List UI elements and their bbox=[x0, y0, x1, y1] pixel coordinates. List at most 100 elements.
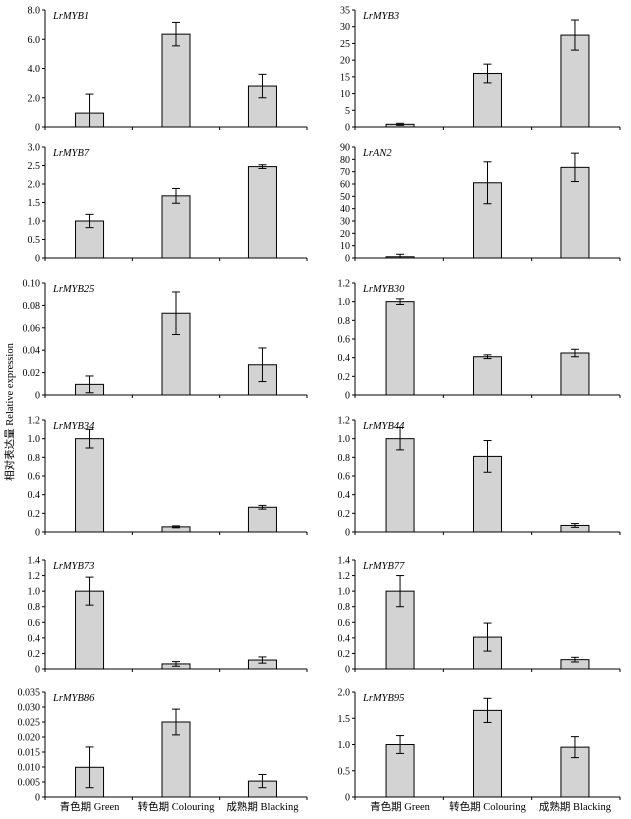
y-tick-label: 10 bbox=[340, 241, 350, 252]
error-bar bbox=[172, 525, 180, 529]
y-tick-label: 2.0 bbox=[28, 93, 41, 104]
y-tick-label: 0.5 bbox=[338, 766, 351, 777]
y-tick-label: 0 bbox=[35, 391, 40, 402]
bar-LrMYB30-1 bbox=[473, 356, 502, 396]
category-labels: 青色期 Green 转色期 Colouring 成熟期 Blacking 青色期 Gr… bbox=[60, 800, 612, 813]
y-tick-label: 30 bbox=[340, 217, 350, 228]
bar-LrMYB30-0 bbox=[385, 301, 415, 396]
y-tick-label: 1.5 bbox=[28, 198, 41, 209]
y-tick-label: 0 bbox=[35, 123, 40, 134]
panel-title: LrMYB77 bbox=[362, 561, 405, 572]
y-tick-label: 0.8 bbox=[338, 316, 351, 327]
error-bar bbox=[396, 253, 405, 259]
error-bar bbox=[483, 161, 492, 205]
panel-LrMYB95: 0 0.5 1.0 1.5 2.0 LrMYB95 bbox=[338, 688, 621, 804]
panel-LrMYB3: 0 5 10 15 20 25 30 35 LrMYB3 bbox=[340, 6, 621, 134]
y-tick-label: 0.6 bbox=[28, 472, 41, 483]
y-tick-label: 1.4 bbox=[28, 556, 41, 567]
y-tick-label: 0.6 bbox=[28, 618, 41, 629]
y-tick-label: 1.0 bbox=[338, 434, 351, 445]
y-tick-label: 0 bbox=[345, 665, 350, 676]
y-tick-label: 1.0 bbox=[338, 297, 351, 308]
panel-LrMYB44: 0 0.2 0.4 0.6 0.8 1.0 1.2 LrMYB44 bbox=[338, 416, 621, 539]
panel-title: LrMYB86 bbox=[52, 693, 95, 704]
panel-title: LrMYB30 bbox=[362, 284, 405, 295]
y-tick-label: 40 bbox=[340, 204, 350, 215]
error-bar bbox=[85, 576, 94, 606]
y-tick-label: 35 bbox=[340, 6, 350, 17]
y-tick-label: 0.2 bbox=[28, 509, 41, 520]
y-tick-label: 0.2 bbox=[338, 372, 351, 383]
category-label: 青色期 Green bbox=[60, 800, 121, 813]
y-tick-label: 0.4 bbox=[338, 490, 351, 501]
y-tick-label: 0.6 bbox=[338, 472, 351, 483]
y-tick-label: 1.5 bbox=[338, 714, 351, 725]
bar-LrMYB44-0 bbox=[385, 438, 415, 533]
y-tick-label: 70 bbox=[340, 167, 350, 178]
y-tick-label: 0.08 bbox=[23, 301, 41, 312]
y-tick-label: 0 bbox=[35, 254, 40, 265]
y-tick-label: 0.8 bbox=[28, 453, 41, 464]
y-tick-label: 0.8 bbox=[338, 602, 351, 613]
y-tick-label: 0 bbox=[345, 391, 350, 402]
bar-LrMYB34-0 bbox=[75, 438, 105, 533]
error-bar bbox=[85, 213, 94, 229]
y-tick-label: 8.0 bbox=[28, 6, 41, 17]
y-tick-label: 1.0 bbox=[28, 217, 41, 228]
panel-LrMYB86: 0 0.005 0.010 0.015 0.020 0.025 0.030 0.035 LrMY… bbox=[18, 688, 308, 804]
y-axis-label: 相对表达量 Relative expression bbox=[3, 342, 16, 480]
category-label: 转色期 Colouring bbox=[449, 800, 526, 813]
panel-title: LrMYB44 bbox=[362, 421, 405, 432]
y-tick-label: 0 bbox=[345, 793, 350, 804]
y-tick-label: 0.04 bbox=[23, 346, 41, 357]
y-tick-label: 0.4 bbox=[338, 353, 351, 364]
y-tick-label: 20 bbox=[340, 56, 350, 67]
error-bar bbox=[258, 347, 267, 383]
y-tick-label: 1.0 bbox=[338, 587, 351, 598]
error-bar bbox=[85, 375, 94, 394]
y-tick-label: 2.0 bbox=[28, 180, 41, 191]
y-tick-label: 0.2 bbox=[28, 649, 41, 660]
error-bar bbox=[258, 73, 267, 99]
y-tick-label: 0.015 bbox=[18, 748, 41, 759]
error-bar bbox=[570, 656, 579, 663]
error-bar bbox=[570, 736, 579, 759]
error-bar bbox=[396, 122, 405, 126]
y-tick-label: 0 bbox=[35, 528, 40, 539]
y-tick-label: 0.02 bbox=[23, 368, 41, 379]
y-tick-label: 1.2 bbox=[28, 571, 41, 582]
y-tick-label: 0.6 bbox=[338, 335, 351, 346]
y-tick-label: 1.2 bbox=[338, 279, 351, 290]
bar-LrMYB34-2 bbox=[247, 506, 277, 533]
panel-LrMYB30: 0 0.2 0.4 0.6 0.8 1.0 1.2 LrMYB30 bbox=[338, 279, 621, 402]
y-tick-label: 0.8 bbox=[338, 453, 351, 464]
error-bar bbox=[172, 291, 180, 336]
panel-LrMYB34: 0 0.2 0.4 0.6 0.8 1.0 1.2 LrMYB34 bbox=[28, 416, 308, 539]
panel-LrMYB25: 0 0.02 0.04 0.06 0.08 0.10 LrMYB25 bbox=[23, 279, 308, 402]
error-bar bbox=[258, 656, 267, 664]
error-bar bbox=[570, 152, 579, 183]
error-bar bbox=[258, 164, 267, 169]
bar-LrMYB95-1 bbox=[473, 709, 502, 798]
y-tick-label: 15 bbox=[340, 72, 350, 83]
panel-LrMYB73: 0 0.2 0.4 0.6 0.8 1.0 1.2 1.4 LrMYB73 bbox=[28, 556, 308, 676]
panel-title: LrMYB73 bbox=[52, 561, 94, 572]
y-tick-label: 0 bbox=[35, 793, 40, 804]
y-tick-label: 3.0 bbox=[28, 143, 41, 154]
y-tick-label: 0 bbox=[345, 528, 350, 539]
y-tick-label: 0 bbox=[35, 665, 40, 676]
error-bar bbox=[483, 622, 492, 652]
y-tick-label: 0.030 bbox=[18, 703, 41, 714]
y-tick-label: 0.4 bbox=[28, 490, 41, 501]
y-tick-label: 1.0 bbox=[28, 434, 41, 445]
error-bar bbox=[85, 93, 94, 128]
y-tick-label: 0.2 bbox=[338, 649, 351, 660]
error-bar bbox=[172, 661, 180, 667]
y-tick-label: 1.2 bbox=[338, 416, 351, 427]
y-tick-label: 1.4 bbox=[338, 556, 351, 567]
y-tick-label: 0.8 bbox=[28, 602, 41, 613]
y-tick-label: 6.0 bbox=[28, 35, 41, 46]
y-tick-label: 0.5 bbox=[28, 235, 41, 246]
y-tick-label: 2.0 bbox=[338, 688, 351, 699]
y-tick-label: 2.5 bbox=[28, 161, 41, 172]
